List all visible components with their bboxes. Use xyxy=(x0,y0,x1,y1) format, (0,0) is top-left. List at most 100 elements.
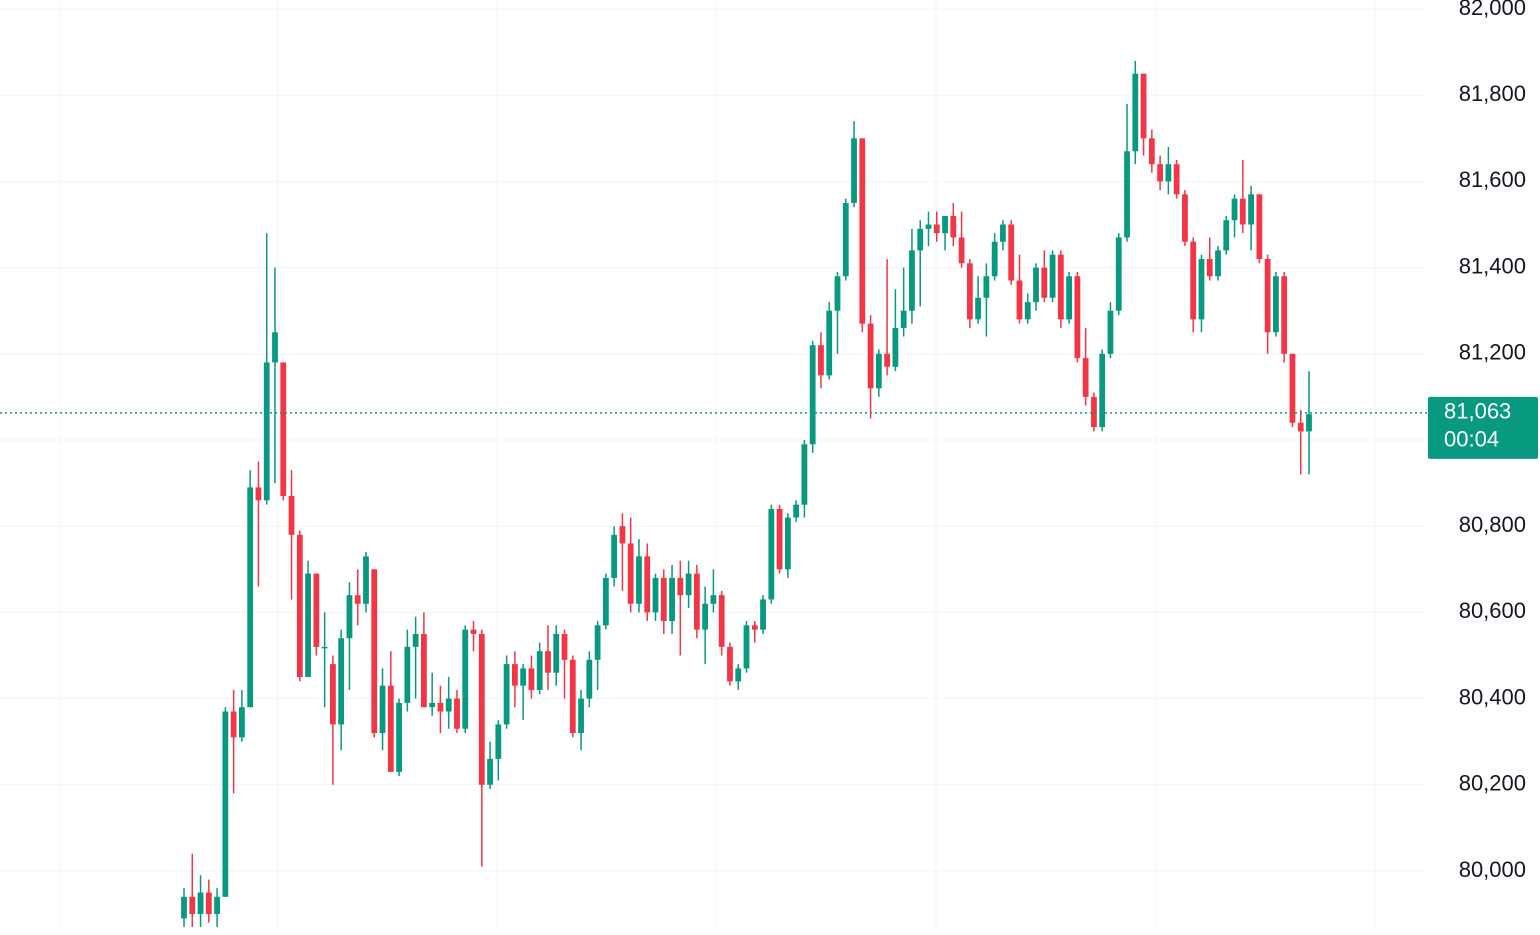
candle-body xyxy=(818,345,824,376)
candle-body xyxy=(1008,224,1015,281)
candle-body xyxy=(917,228,924,251)
candle-body xyxy=(1091,396,1097,428)
last-price-box xyxy=(1428,396,1538,459)
candle-body xyxy=(404,646,411,703)
candle-body xyxy=(1289,353,1296,423)
candle-body xyxy=(371,569,378,734)
candle-body xyxy=(710,595,717,604)
candle-body xyxy=(412,633,419,647)
candle-body xyxy=(462,629,469,729)
candle-body xyxy=(875,353,882,389)
candle-body xyxy=(1182,194,1188,242)
candle-body xyxy=(867,323,874,389)
candle-body xyxy=(1124,151,1130,238)
candle-body xyxy=(727,646,733,682)
candle-body xyxy=(809,345,816,445)
candle-body xyxy=(487,758,493,785)
candle-body xyxy=(702,603,709,630)
candle-body xyxy=(1099,353,1106,428)
last-price-label: 81,063 xyxy=(1444,399,1511,424)
candle-body xyxy=(760,599,766,630)
candle-body xyxy=(1107,310,1114,354)
candle-body xyxy=(255,487,262,501)
candle-body xyxy=(1198,259,1205,320)
candle-body xyxy=(528,668,535,690)
candle-body xyxy=(470,629,477,634)
candle-body xyxy=(420,633,427,708)
candle-body xyxy=(652,577,659,613)
candle-body xyxy=(363,556,369,604)
candle-body xyxy=(801,444,808,505)
candle-body xyxy=(909,250,915,311)
candle-body xyxy=(1306,414,1312,432)
candle-body xyxy=(239,707,245,738)
candle-body xyxy=(1223,220,1230,251)
candle-body xyxy=(429,702,436,708)
countdown-label: 00:04 xyxy=(1444,427,1499,452)
candle-body xyxy=(627,543,634,604)
candle-body xyxy=(189,896,196,915)
candle-body xyxy=(230,711,237,738)
candle-body xyxy=(1273,276,1279,333)
candle-body xyxy=(884,353,891,367)
candle-body xyxy=(636,556,642,604)
candle-body xyxy=(536,651,543,690)
candle-body xyxy=(263,362,270,501)
candle-body xyxy=(842,202,849,277)
candle-body xyxy=(1231,198,1238,221)
candle-body xyxy=(991,241,998,277)
y-tick-label: 80,800 xyxy=(1459,512,1526,537)
candle-body xyxy=(1264,259,1271,333)
candle-body xyxy=(354,595,361,604)
y-tick-label: 81,200 xyxy=(1459,340,1526,365)
candle-body xyxy=(950,215,957,238)
candle-body xyxy=(247,487,254,708)
candle-body xyxy=(751,625,758,630)
candle-body xyxy=(305,573,311,678)
y-tick-label: 80,400 xyxy=(1459,684,1526,709)
candle-body xyxy=(338,638,345,725)
candle-body xyxy=(669,577,675,622)
candle-body xyxy=(594,625,601,660)
candle-body xyxy=(1281,276,1288,354)
candle-body xyxy=(569,659,576,734)
candle-body xyxy=(718,595,725,647)
candle-body xyxy=(205,892,212,915)
candle-body xyxy=(776,508,783,570)
candle-body xyxy=(288,496,295,535)
candle-body xyxy=(379,685,386,734)
candle-body xyxy=(272,332,278,363)
candle-body xyxy=(1074,276,1081,359)
candle-body xyxy=(1057,254,1064,320)
candle-body xyxy=(197,892,204,915)
candle-body xyxy=(1148,138,1155,165)
candle-body xyxy=(561,633,568,660)
vertical-grid xyxy=(59,0,1376,930)
candle-body xyxy=(975,297,982,320)
candle-body xyxy=(1041,267,1048,298)
candle-body xyxy=(280,362,287,497)
candle-body xyxy=(619,526,626,544)
candle-body xyxy=(859,138,866,324)
candle-body xyxy=(693,573,700,630)
candle-body xyxy=(784,517,791,570)
candle-body xyxy=(851,138,857,203)
y-tick-label: 81,400 xyxy=(1459,253,1526,278)
candle-body xyxy=(1157,164,1163,182)
candle-body xyxy=(445,698,452,712)
candle-body xyxy=(768,508,775,600)
candle-body xyxy=(396,702,402,772)
candle-body xyxy=(545,651,551,673)
candle-body xyxy=(1165,164,1172,182)
candle-body xyxy=(511,664,518,686)
candle-body xyxy=(1082,358,1089,397)
candle-body xyxy=(677,577,684,596)
candle-body xyxy=(1016,280,1023,320)
candle-body xyxy=(586,659,593,699)
y-tick-label: 81,600 xyxy=(1459,167,1526,192)
candle-body xyxy=(660,577,667,622)
candle-body xyxy=(933,224,940,234)
candle-body xyxy=(958,237,965,264)
candle-body xyxy=(1033,267,1039,303)
candle-body xyxy=(1190,241,1197,320)
